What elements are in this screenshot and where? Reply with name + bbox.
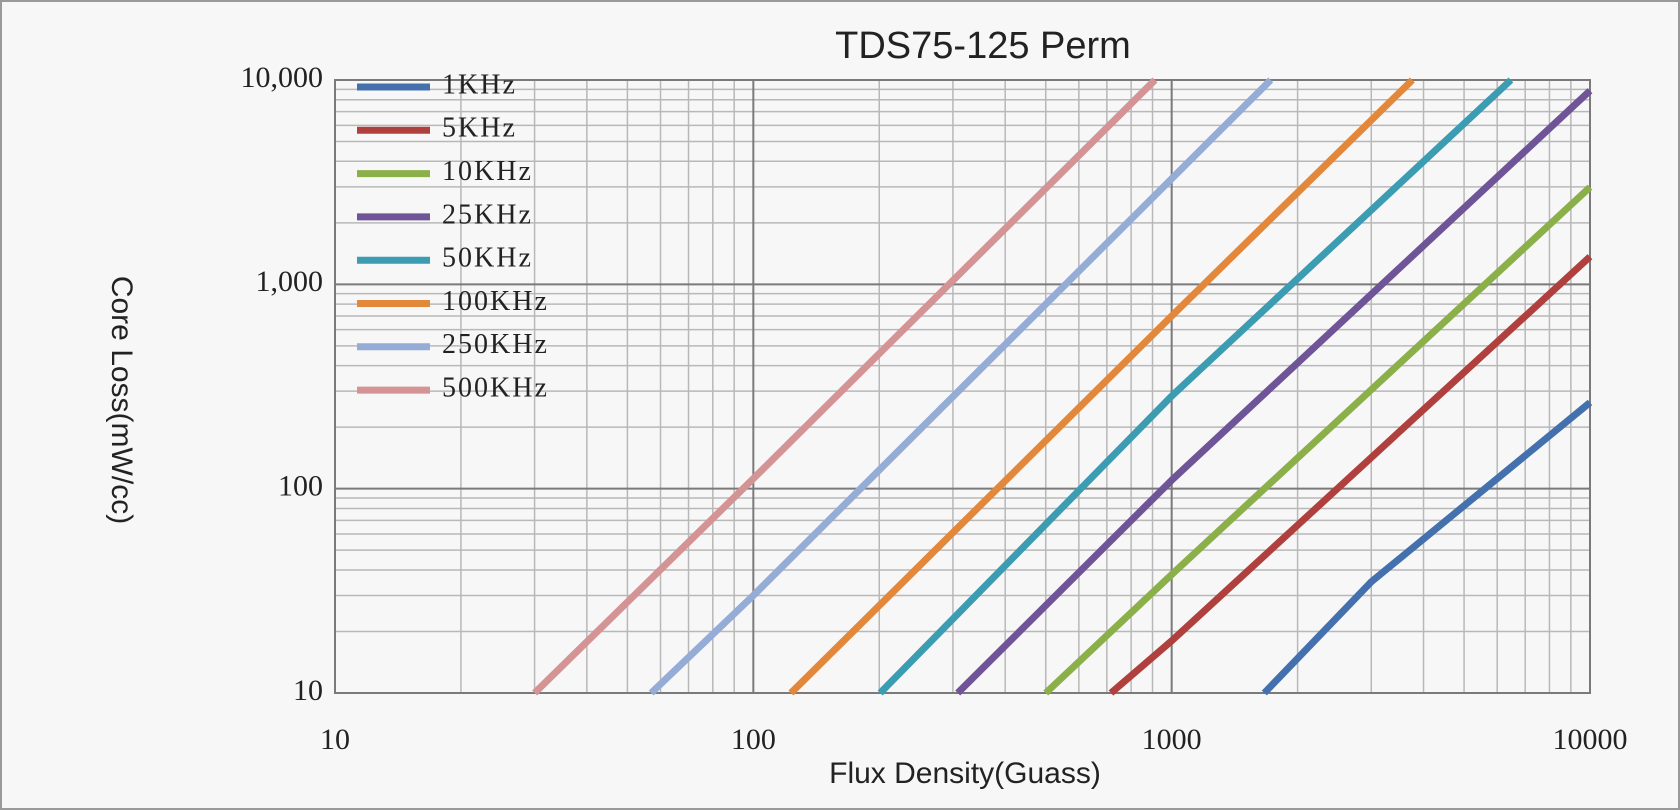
line-series (877, 77, 1514, 696)
legend-label: 100KHz (442, 286, 549, 317)
x-tick-label: 100 (731, 723, 776, 756)
line-series (788, 77, 1415, 696)
x-axis-label: Flux Density(Guass) (829, 757, 1101, 790)
legend-label: 1KHz (442, 69, 517, 100)
legend-label: 250KHz (442, 329, 549, 360)
y-axis-label: Core Loss(mW/cc) (105, 276, 138, 524)
line-series (532, 77, 1158, 696)
line-series (648, 77, 1274, 696)
legend-label: 50KHz (442, 243, 533, 274)
line-series (955, 88, 1593, 696)
y-tick-label: 1,000 (256, 265, 324, 298)
legend-label: 25KHz (442, 199, 533, 230)
line-series (1108, 254, 1593, 696)
x-tick-label: 10000 (1553, 723, 1628, 756)
line-series (1043, 184, 1593, 696)
y-tick-label: 100 (278, 470, 323, 503)
x-tick-label: 1000 (1142, 723, 1202, 756)
x-tick-label: 10 (320, 723, 350, 756)
legend-label: 10KHz (442, 156, 533, 187)
line-series (1261, 399, 1593, 696)
legend-label: 5KHz (442, 113, 517, 144)
y-tick-label: 10,000 (241, 61, 324, 94)
y-tick-label: 10 (293, 674, 323, 707)
legend-label: 500KHz (442, 373, 549, 404)
chart-title: TDS75-125 Perm (835, 25, 1131, 67)
